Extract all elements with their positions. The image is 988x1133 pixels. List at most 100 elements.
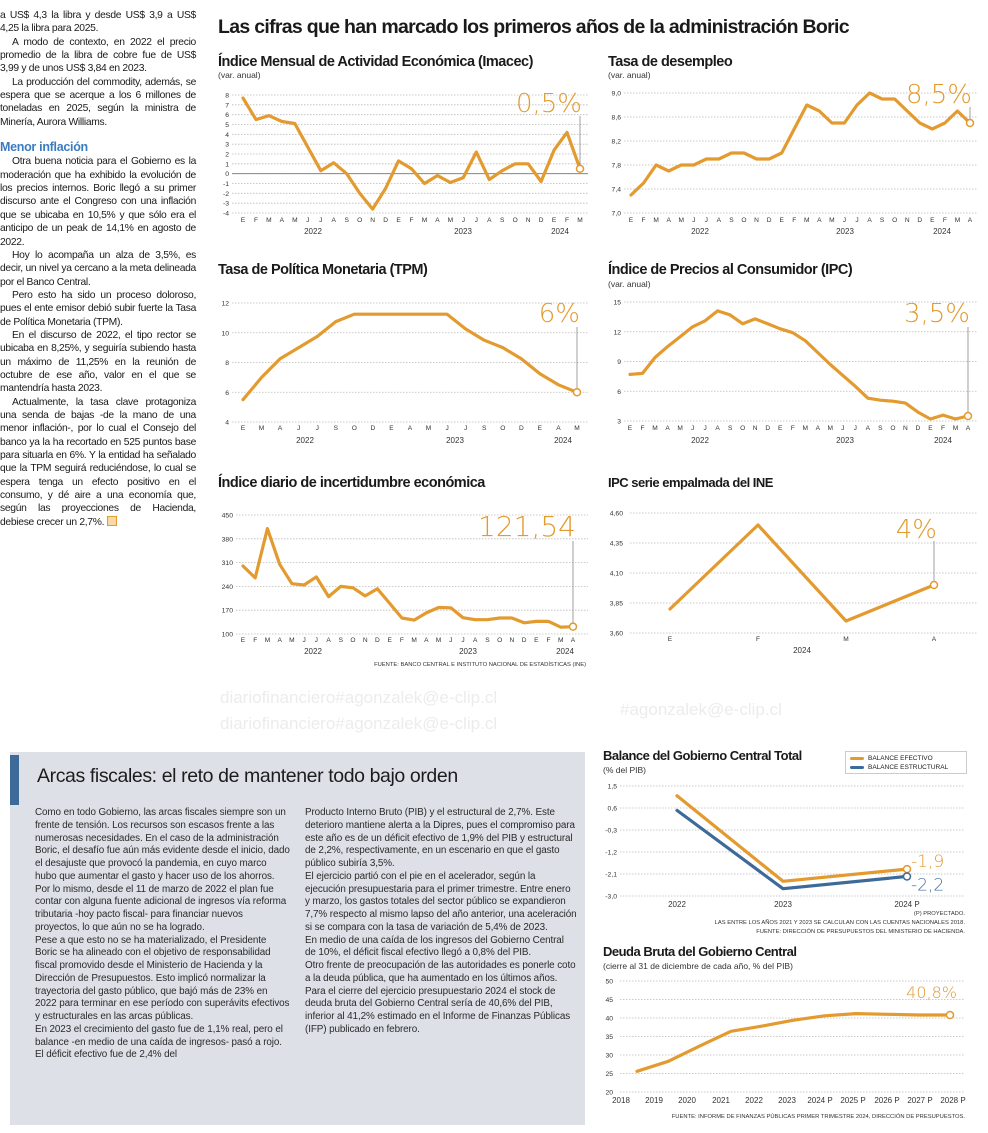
end-value-label: 4% xyxy=(896,515,937,545)
x-tick-label: S xyxy=(485,637,490,644)
x-tick-label: M xyxy=(422,217,428,224)
paragraph: El ejercicio partió con el pie en el ace… xyxy=(305,870,577,933)
x-tick-label: D xyxy=(539,217,544,224)
chart-desempleo: 9,08,68,27,87,47,0E F M A M J J A S O N D E F M A M J J A S O… xyxy=(612,80,978,236)
y-tick-label: 0,6 xyxy=(608,806,618,813)
y-tick-label: 8,2 xyxy=(612,139,622,146)
box-column-1: Como en todo Gobierno, las arcas fiscale… xyxy=(35,807,290,1062)
x-tick-label: J xyxy=(461,637,464,644)
x-tick-label: D xyxy=(522,637,527,644)
x-tick-label: J xyxy=(462,217,465,224)
x-tick-label: J xyxy=(841,425,844,432)
chart-subtitle: (var. anual) xyxy=(608,279,651,289)
x-tick-label: E xyxy=(241,637,246,644)
x-tick-label: S xyxy=(482,425,487,432)
x-tick-label: A xyxy=(435,217,440,224)
x-tick-label: 2023 xyxy=(778,1096,796,1105)
x-tick-label: O xyxy=(500,425,505,432)
x-tick-label: F xyxy=(253,637,257,644)
x-tick-label: F xyxy=(792,217,796,224)
y-tick-label: -2,1 xyxy=(605,872,617,879)
paragraph: En 2023 el crecimiento del gasto fue de … xyxy=(35,1023,283,1061)
year-label: 2024 xyxy=(551,227,569,236)
x-tick-label: A xyxy=(817,217,822,224)
y-tick-label: 240 xyxy=(222,584,234,591)
x-tick-label: E xyxy=(930,217,935,224)
x-tick-label: M xyxy=(265,637,271,644)
legend-swatch xyxy=(850,756,864,761)
x-tick-label: A xyxy=(665,425,670,432)
x-tick-label: M xyxy=(266,217,272,224)
paragraph: En el discurso de 2022, el tipo rector s… xyxy=(0,329,196,395)
series-line xyxy=(629,91,972,197)
y-tick-label: 10 xyxy=(221,330,229,337)
x-tick-label: M xyxy=(652,425,658,432)
chart-title-imacec: Índice Mensual de Actividad Económica (I… xyxy=(218,54,533,70)
x-tick-label: O xyxy=(513,217,518,224)
year-label: 2023 xyxy=(446,436,464,445)
series-line xyxy=(635,1011,952,1073)
x-tick-label: N xyxy=(905,217,910,224)
y-tick-label: 450 xyxy=(222,513,234,520)
year-label: 2024 xyxy=(793,646,811,655)
y-tick-label: 6 xyxy=(225,112,229,119)
x-tick-label: A xyxy=(473,637,478,644)
x-tick-label: 2018 xyxy=(612,1096,630,1105)
x-tick-label: A xyxy=(487,217,492,224)
end-value-label: 0,5% xyxy=(516,89,582,119)
y-tick-label: 7 xyxy=(225,102,229,109)
x-tick-label: S xyxy=(344,217,349,224)
x-tick-label: S xyxy=(880,217,885,224)
x-tick-label: A xyxy=(717,217,722,224)
end-value-label: 121,54 xyxy=(478,510,576,543)
x-tick-label: 2022 xyxy=(745,1096,763,1105)
x-tick-label: N xyxy=(903,425,908,432)
x-tick-label: 2025 P xyxy=(840,1096,865,1105)
x-tick-label: M xyxy=(259,425,265,432)
y-tick-label: 8 xyxy=(225,93,229,100)
x-tick-label: A xyxy=(867,217,872,224)
paragraph: Otro frente de preocupación de las autor… xyxy=(305,960,576,984)
x-tick-label: N xyxy=(370,217,375,224)
y-tick-label: -0,3 xyxy=(605,828,617,835)
x-tick-label: M xyxy=(653,217,659,224)
x-tick-label: O xyxy=(890,425,895,432)
paragraph: Pese a que esto no se ha materializado, … xyxy=(35,934,290,1023)
x-tick-label: D xyxy=(765,425,770,432)
chart-balance: 1,5 0,6 -0,3 -1,2 -2,1 -3,0 2022 2023 2024 P -1,9… xyxy=(605,784,965,909)
y-tick-label: 30 xyxy=(605,1053,613,1060)
x-tick-label: M xyxy=(843,636,849,643)
x-tick-label: F xyxy=(941,425,945,432)
paragraph: a US$ 4,3 la libra y desde US$ 3,9 a US$… xyxy=(0,10,196,35)
year-label: 2023 xyxy=(836,436,854,445)
chart-ipc_ine: 4,60 4,35 4,10 3,85 3,60 E F M A 2024 4% xyxy=(610,511,978,655)
legend-label: BALANCE EFECTIVO xyxy=(868,755,933,762)
y-tick-label: 3,60 xyxy=(610,631,623,638)
x-tick-label: A xyxy=(966,425,971,432)
x-tick-label: F xyxy=(400,637,404,644)
x-tick-label: E xyxy=(396,217,401,224)
legend-swatch xyxy=(850,765,864,770)
y-tick-label: 4,10 xyxy=(610,571,623,578)
x-tick-label: M xyxy=(574,425,580,432)
x-tick-label: N xyxy=(526,217,531,224)
x-tick-label: M xyxy=(411,637,417,644)
year-label: 2023 xyxy=(454,227,472,236)
x-tick-label: J xyxy=(475,217,478,224)
paragraph: Pero esto ha sido un proceso doloroso, p… xyxy=(0,289,196,328)
x-tick-label: E xyxy=(552,217,557,224)
x-tick-label: E xyxy=(241,217,246,224)
endpoint-marker xyxy=(575,164,585,173)
x-tick-label: E xyxy=(629,217,634,224)
x-tick-label: 2019 xyxy=(645,1096,663,1105)
end-value-label: 6% xyxy=(539,299,580,329)
y-tick-label: 9 xyxy=(617,359,621,366)
y-tick-label: 6 xyxy=(617,389,621,396)
y-tick-label: -3 xyxy=(223,201,229,208)
y-tick-label: 3,85 xyxy=(610,601,623,608)
x-tick-label: M xyxy=(829,217,835,224)
y-tick-label: 8,6 xyxy=(612,115,622,122)
article-column: a US$ 4,3 la libra y desde US$ 3,9 a US$… xyxy=(0,9,196,529)
chart-note: LAS ENTRE LOS AÑOS 2021 Y 2023 SE CALCUL… xyxy=(714,920,965,926)
